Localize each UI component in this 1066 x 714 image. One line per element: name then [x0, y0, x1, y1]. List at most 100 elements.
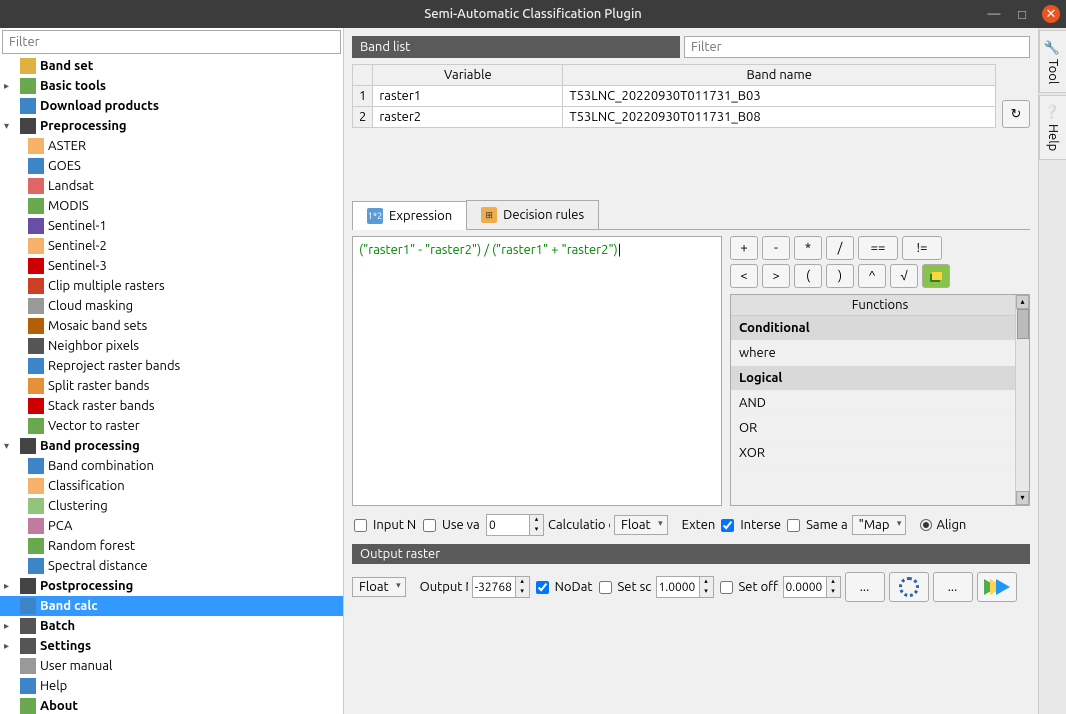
op-==-button[interactable]: ==: [858, 236, 898, 260]
same-as-check[interactable]: [787, 519, 800, 532]
tree-item[interactable]: ASTER: [0, 136, 343, 156]
align-radio[interactable]: [920, 519, 932, 531]
tree-item-icon: [28, 138, 44, 154]
scale-spin[interactable]: ▴▾: [656, 576, 714, 598]
nav-tree[interactable]: Band set▸Basic toolsDownload products▾Pr…: [0, 56, 343, 714]
op-<-button[interactable]: <: [730, 264, 758, 288]
tree-item[interactable]: ▾Preprocessing: [0, 116, 343, 136]
tab-expression[interactable]: 1*2Expression: [352, 201, 467, 230]
op-^-button[interactable]: ^: [858, 264, 886, 288]
bandlist-filter-input[interactable]: [684, 36, 1030, 58]
function-item[interactable]: XOR: [731, 441, 1029, 466]
tab-decision-rules[interactable]: ⊞Decision rules: [466, 200, 599, 229]
tree-item[interactable]: MODIS: [0, 196, 343, 216]
tree-item[interactable]: Band set: [0, 56, 343, 76]
tree-item[interactable]: ▸Settings: [0, 636, 343, 656]
nodata-check[interactable]: [536, 581, 549, 594]
browse-button-2[interactable]: ...: [933, 572, 973, 602]
band-table[interactable]: Variable Band name 1raster1T53LNC_202209…: [352, 64, 996, 128]
expression-input[interactable]: ("raster1" - "raster2") / ("raster1" + "…: [352, 236, 722, 506]
tree-item[interactable]: PCA: [0, 516, 343, 536]
output-dtype-combo[interactable]: Float: [352, 577, 406, 597]
op-*-button[interactable]: *: [794, 236, 822, 260]
use-value-check[interactable]: [423, 519, 436, 532]
set-offset-label: Set offset: [739, 580, 779, 594]
op-/-button[interactable]: /: [826, 236, 854, 260]
tree-item-icon: [28, 338, 44, 354]
use-value-spin[interactable]: ▴▾: [486, 514, 544, 536]
tree-item[interactable]: Clustering: [0, 496, 343, 516]
tree-item[interactable]: Neighbor pixels: [0, 336, 343, 356]
nodata-check-label: NoDat: [555, 580, 593, 594]
offset-spin[interactable]: ▴▾: [783, 576, 841, 598]
table-row[interactable]: 1raster1T53LNC_20220930T011731_B03: [353, 86, 996, 107]
tree-item[interactable]: About: [0, 696, 343, 714]
tree-item-label: Batch: [40, 619, 75, 633]
tree-item[interactable]: Help: [0, 676, 343, 696]
tree-item[interactable]: Landsat: [0, 176, 343, 196]
col-bandname: Band name: [563, 65, 996, 86]
table-row[interactable]: 2raster2T53LNC_20220930T011731_B08: [353, 107, 996, 128]
tree-item[interactable]: Spectral distance: [0, 556, 343, 576]
minimize-icon[interactable]: —: [986, 6, 1002, 22]
tree-item[interactable]: Stack raster bands: [0, 396, 343, 416]
op->-button[interactable]: >: [762, 264, 790, 288]
op---button[interactable]: -: [762, 236, 790, 260]
op-)-button[interactable]: ): [826, 264, 854, 288]
tree-item-label: Preprocessing: [40, 119, 127, 133]
tree-item-icon: [28, 238, 44, 254]
tree-item[interactable]: Download products: [0, 96, 343, 116]
tree-item[interactable]: Random forest: [0, 536, 343, 556]
tree-filter-input[interactable]: [2, 30, 341, 54]
intersect-check[interactable]: [721, 519, 734, 532]
tree-item-label: Band calc: [40, 599, 98, 613]
calc-dtype-combo[interactable]: Float: [614, 515, 668, 535]
tree-item[interactable]: Sentinel-3: [0, 256, 343, 276]
refresh-button[interactable]: ↻: [1002, 100, 1030, 128]
set-offset-check[interactable]: [720, 581, 733, 594]
gear-button[interactable]: [889, 572, 929, 602]
tree-item[interactable]: Band calc: [0, 596, 343, 616]
tree-item-label: Help: [40, 679, 67, 693]
tree-item[interactable]: Cloud masking: [0, 296, 343, 316]
tree-item[interactable]: Vector to raster: [0, 416, 343, 436]
tree-item[interactable]: Classification: [0, 476, 343, 496]
tree-item[interactable]: User manual: [0, 656, 343, 676]
extent-combo[interactable]: "Map: [852, 515, 907, 535]
tree-item[interactable]: ▾Band processing: [0, 436, 343, 456]
tree-item[interactable]: Sentinel-1: [0, 216, 343, 236]
close-icon[interactable]: ✕: [1042, 5, 1060, 23]
layers-button[interactable]: [922, 264, 950, 288]
tree-item[interactable]: Band combination: [0, 456, 343, 476]
op-√-button[interactable]: √: [890, 264, 918, 288]
tree-item[interactable]: Mosaic band sets: [0, 316, 343, 336]
tree-item[interactable]: Clip multiple rasters: [0, 276, 343, 296]
tree-item[interactable]: ▸Basic tools: [0, 76, 343, 96]
side-tab-help[interactable]: ❔Help: [1039, 95, 1066, 160]
maximize-icon[interactable]: □: [1014, 6, 1030, 22]
op-+-button[interactable]: +: [730, 236, 758, 260]
tree-item[interactable]: Sentinel-2: [0, 236, 343, 256]
output-nodata-spin[interactable]: ▴▾: [472, 576, 530, 598]
tree-item[interactable]: ▸Batch: [0, 616, 343, 636]
function-item[interactable]: AND: [731, 391, 1029, 416]
tree-item-label: Reproject raster bands: [48, 359, 180, 373]
col-variable: Variable: [373, 65, 563, 86]
set-scale-check[interactable]: [599, 581, 612, 594]
tree-arrow-icon: ▸: [4, 80, 16, 92]
play-icon: [984, 579, 1010, 595]
input-nodata-check[interactable]: [354, 519, 367, 532]
tree-item[interactable]: GOES: [0, 156, 343, 176]
function-item[interactable]: where: [731, 341, 1029, 366]
tree-item-label: Clip multiple rasters: [48, 279, 165, 293]
tree-item[interactable]: Reproject raster bands: [0, 356, 343, 376]
tree-item[interactable]: Split raster bands: [0, 376, 343, 396]
side-tab-tool[interactable]: 🔧Tool: [1039, 30, 1066, 93]
op-!=-button[interactable]: !=: [902, 236, 942, 260]
op-(-button[interactable]: (: [794, 264, 822, 288]
functions-scrollbar[interactable]: ▴ ▾: [1015, 295, 1029, 505]
function-item[interactable]: OR: [731, 416, 1029, 441]
run-button[interactable]: [977, 572, 1017, 602]
tree-item[interactable]: ▸Postprocessing: [0, 576, 343, 596]
browse-button-1[interactable]: ...: [845, 572, 885, 602]
